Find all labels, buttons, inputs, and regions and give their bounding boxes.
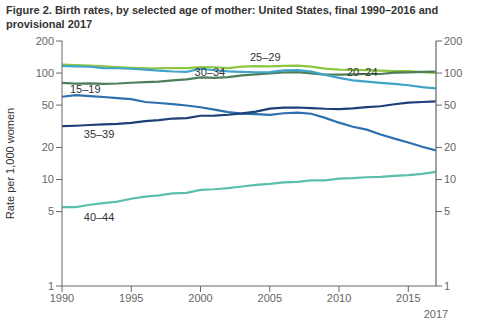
svg-text:Rate per 1,000 women: Rate per 1,000 women [8, 108, 16, 219]
svg-text:40–44: 40–44 [84, 211, 115, 223]
svg-text:100: 100 [444, 67, 462, 79]
svg-text:1: 1 [48, 280, 54, 292]
svg-text:1990: 1990 [50, 292, 74, 304]
svg-text:2010: 2010 [327, 292, 351, 304]
svg-text:5: 5 [444, 205, 450, 217]
svg-text:50: 50 [42, 99, 54, 111]
svg-text:5: 5 [48, 205, 54, 217]
html-text:Figure 2. Birth rates, by sele: Figure 2. Birth rates, by selected age o… [6, 4, 439, 30]
svg-text:20: 20 [444, 141, 456, 153]
svg-text:2015: 2015 [396, 292, 420, 304]
svg-text:1: 1 [444, 280, 450, 292]
svg-text:2000: 2000 [188, 292, 212, 304]
svg-text:15–19: 15–19 [70, 83, 101, 95]
svg-text:20–24: 20–24 [347, 66, 378, 78]
svg-text:100: 100 [36, 67, 54, 79]
svg-text:35–39: 35–39 [84, 128, 115, 140]
svg-text:25–29: 25–29 [250, 51, 281, 63]
svg-text:2017: 2017 [424, 308, 448, 320]
svg-text:50: 50 [444, 99, 456, 111]
svg-text:200: 200 [36, 35, 54, 47]
svg-text:10: 10 [42, 173, 54, 185]
svg-text:10: 10 [444, 173, 456, 185]
svg-text:20: 20 [42, 141, 54, 153]
svg-text:30–34: 30–34 [195, 66, 226, 78]
svg-text:2005: 2005 [258, 292, 282, 304]
svg-text:200: 200 [444, 35, 462, 47]
svg-text:1995: 1995 [119, 292, 143, 304]
